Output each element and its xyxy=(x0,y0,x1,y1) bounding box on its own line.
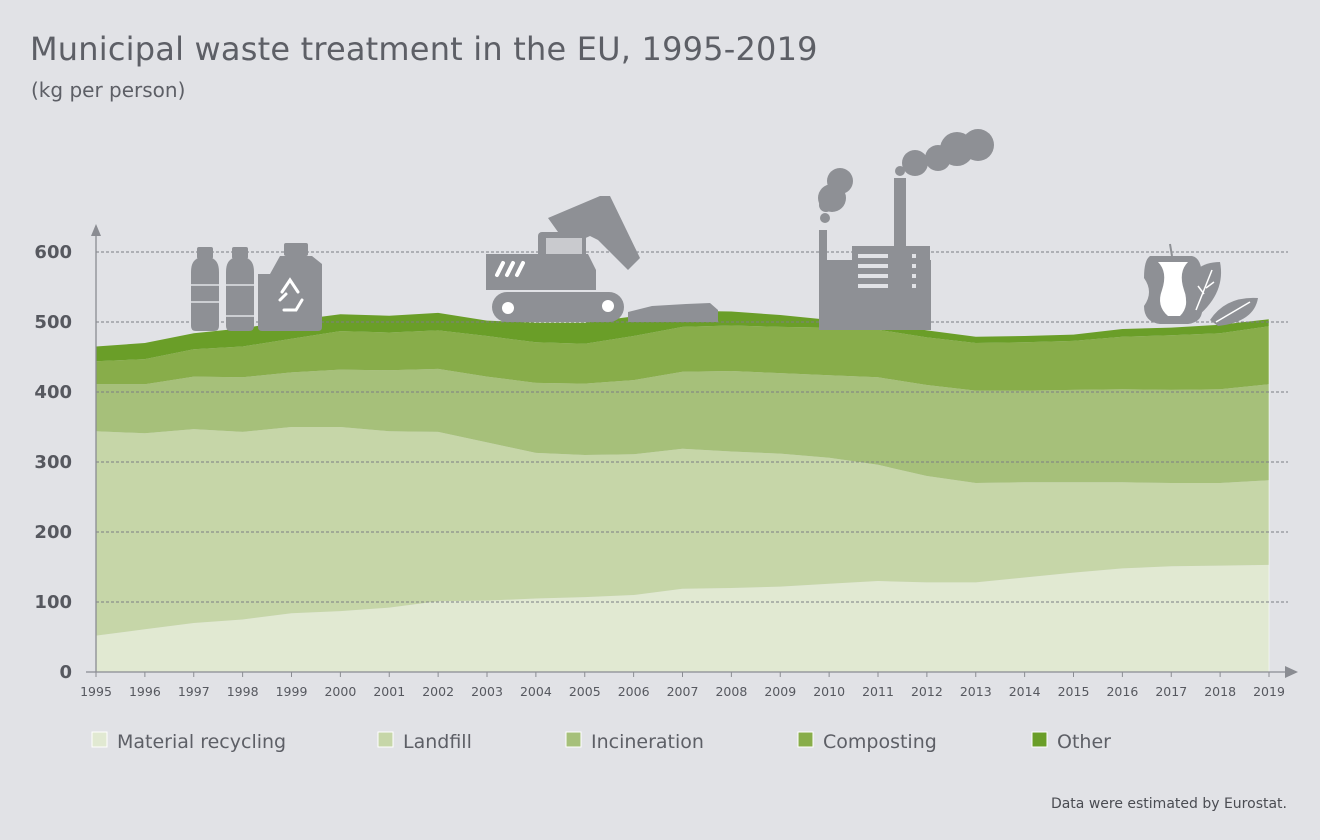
x-tick-label: 2009 xyxy=(764,684,796,699)
legend-swatch xyxy=(377,731,394,748)
y-tick-label: 600 xyxy=(34,242,72,263)
x-tick-label: 2008 xyxy=(715,684,747,699)
x-tick-label: 1996 xyxy=(129,684,161,699)
y-tick-label: 500 xyxy=(34,312,72,333)
y-tick-label: 0 xyxy=(59,662,72,683)
area-composting xyxy=(96,325,1269,391)
x-tick-label: 2006 xyxy=(618,684,650,699)
data-areas xyxy=(96,310,1270,672)
y-tick-label: 200 xyxy=(34,522,72,543)
recycling-bottles-icon xyxy=(191,243,322,331)
x-tick-label: 2017 xyxy=(1155,684,1187,699)
x-tick-label: 2012 xyxy=(911,684,943,699)
x-tick-label: 2000 xyxy=(324,684,356,699)
x-tick-label: 2002 xyxy=(422,684,454,699)
x-tick-label: 2019 xyxy=(1253,684,1285,699)
y-tick-label: 100 xyxy=(34,592,72,613)
x-tick-label: 2007 xyxy=(667,684,699,699)
x-tick-labels: 1995 1996 1997 1998 1999 2000 2001 2002 2003 2004… xyxy=(80,672,1285,699)
x-tick-label: 2001 xyxy=(373,684,405,699)
bulldozer-icon xyxy=(486,196,718,322)
area-material-recycling xyxy=(96,564,1269,672)
x-tick-label: 2018 xyxy=(1204,684,1236,699)
factory-icon xyxy=(818,129,994,330)
x-tick-label: 2014 xyxy=(1009,684,1041,699)
legend-label: Landfill xyxy=(403,731,472,753)
legend-swatch xyxy=(1031,731,1048,748)
y-tick-label: 400 xyxy=(34,382,72,403)
legend-label: Composting xyxy=(823,731,937,753)
x-tick-label: 2010 xyxy=(813,684,845,699)
x-tick-label: 2003 xyxy=(471,684,503,699)
area-other xyxy=(96,310,1269,362)
legend-swatch xyxy=(91,731,108,748)
x-tick-label: 2013 xyxy=(960,684,992,699)
y-axis-arrow xyxy=(91,224,101,236)
area-incineration xyxy=(96,368,1269,483)
legend-label: Material recycling xyxy=(117,731,286,753)
area-landfill xyxy=(96,427,1269,636)
y-tick-label: 300 xyxy=(34,452,72,473)
legend-label: Incineration xyxy=(591,731,704,753)
organic-waste-icon xyxy=(1144,243,1258,326)
x-tick-label: 1997 xyxy=(178,684,210,699)
x-tick-label: 1998 xyxy=(227,684,259,699)
source-note: Data were estimated by Eurostat. xyxy=(1050,796,1287,812)
legend: Material recycling Landfill Incineration Co… xyxy=(91,731,1111,753)
legend-swatch xyxy=(797,731,814,748)
chart-subtitle: (kg per person) xyxy=(31,78,186,102)
x-tick-label: 2011 xyxy=(862,684,894,699)
chart-title: Municipal waste treatment in the EU, 199… xyxy=(30,30,818,68)
legend-label: Other xyxy=(1057,731,1111,753)
x-tick-label: 2015 xyxy=(1058,684,1090,699)
legend-swatch xyxy=(565,731,582,748)
x-tick-label: 2005 xyxy=(569,684,601,699)
axes xyxy=(86,224,1298,678)
x-axis-arrow xyxy=(1285,666,1298,678)
y-tick-labels: 0 100 200 300 400 500 600 xyxy=(34,242,72,683)
x-tick-label: 1995 xyxy=(80,684,112,699)
x-tick-label: 1999 xyxy=(276,684,308,699)
x-tick-label: 2016 xyxy=(1106,684,1138,699)
x-tick-label: 2004 xyxy=(520,684,552,699)
